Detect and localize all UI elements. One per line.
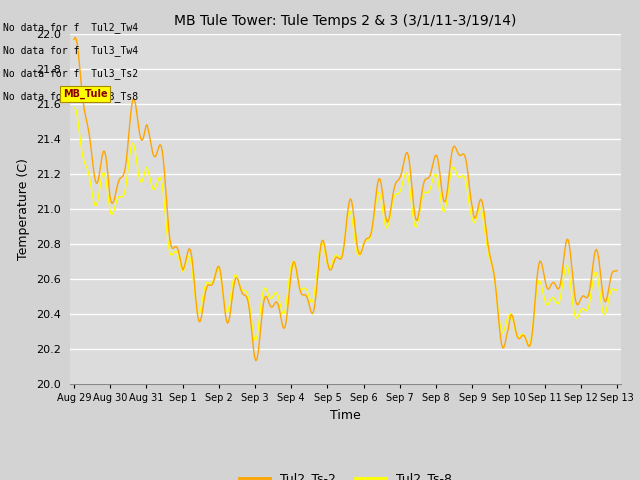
Text: MB_Tule: MB_Tule — [63, 89, 108, 99]
Text: No data for f  Tul3_Ts8: No data for f Tul3_Ts8 — [3, 91, 138, 102]
Legend: Tul2_Ts-2, Tul2_Ts-8: Tul2_Ts-2, Tul2_Ts-8 — [234, 467, 457, 480]
Text: No data for f  Tul3_Tw4: No data for f Tul3_Tw4 — [3, 45, 138, 56]
Y-axis label: Temperature (C): Temperature (C) — [17, 158, 30, 260]
Title: MB Tule Tower: Tule Temps 2 & 3 (3/1/11-3/19/14): MB Tule Tower: Tule Temps 2 & 3 (3/1/11-… — [175, 14, 516, 28]
Text: No data for f  Tul3_Ts2: No data for f Tul3_Ts2 — [3, 68, 138, 79]
X-axis label: Time: Time — [330, 408, 361, 421]
Text: No data for f  Tul2_Tw4: No data for f Tul2_Tw4 — [3, 22, 138, 33]
